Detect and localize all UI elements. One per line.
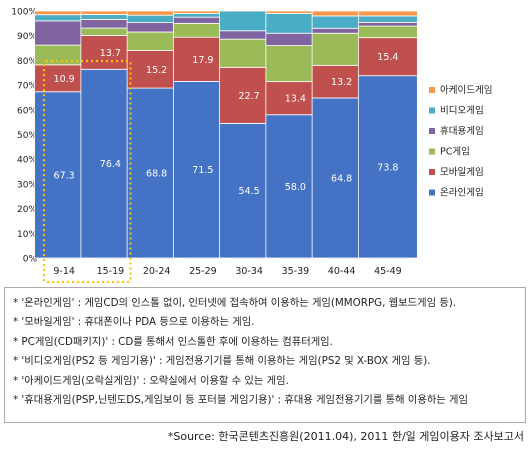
x-tick-label: 40-44 (328, 266, 356, 277)
y-tick-label: 0% (23, 255, 38, 265)
y-tick-label: 60% (17, 106, 37, 116)
legend-swatch (429, 87, 435, 93)
legend-label: 휴대용게임 (440, 125, 484, 137)
definitions-box: * '온라인게임' : 게임CD의 인스톨 없이, 인터넷에 접속하여 이용하는… (4, 287, 526, 423)
x-tick-label: 30-34 (235, 266, 263, 277)
data-label: 13.7 (100, 48, 121, 59)
data-label: 58.0 (285, 182, 306, 193)
y-axis-tick-labels: 0% 10% 20% 30% 40% 50% 60% 70% 80% 90% 100% (11, 8, 37, 265)
source-note: *Source: 한국콘텐츠진흥원(2011.04), 2011 한/일 게임이… (167, 430, 524, 443)
highlight-box (42, 59, 132, 284)
data-label: 13.4 (285, 94, 306, 105)
note-mobile-game: * '모바일게임' : 휴대폰이나 PDA 등으로 이용하는 게임. (13, 316, 255, 329)
legend-label: PC게임 (440, 146, 470, 158)
y-tick-label: 40% (17, 156, 37, 166)
data-label: 13.2 (331, 77, 352, 88)
note-pc-game: * PC게임(CD패키지)' : CD를 통해서 인스톨한 후에 이용하는 컴퓨… (13, 335, 333, 348)
legend-swatch (429, 148, 435, 155)
y-tick-label: 100% (11, 8, 37, 18)
y-tick-label: 70% (17, 82, 37, 92)
y-tick-label: 30% (17, 180, 37, 190)
bar-segment (357, 10, 418, 17)
y-tick-label: 10% (17, 230, 37, 240)
x-tick-label: 9-14 (53, 266, 75, 277)
legend-label: 모바일게임 (440, 166, 484, 178)
x-tick-label: 25-29 (189, 266, 217, 277)
legend-swatch (429, 128, 435, 134)
legend-swatch (429, 169, 435, 175)
data-label: 17.9 (192, 55, 213, 66)
bar-segment (357, 37, 418, 77)
stacked-bar-chart: 0% 10% 20% 30% 40% 50% 60% 70% 80% 90% 100% 67.3 10… (11, 8, 492, 284)
legend-label: 아케이드게임 (440, 84, 492, 96)
data-label: 73.8 (377, 162, 398, 173)
legend-label: 비디오게임 (440, 105, 484, 117)
note-portable-game: * '휴대용게임(PSP,닌텐도DS,게임보이 등 포터블 게임기용)' : 휴… (13, 394, 468, 407)
x-tick-label: 15-19 (97, 266, 125, 277)
x-axis-tick-labels: 9-14 15-19 20-24 25-29 30-34 35-39 40-44 45-49 (53, 266, 401, 277)
y-tick-label: 80% (17, 57, 37, 67)
highlight-rect (42, 59, 132, 284)
y-tick-label: 90% (17, 32, 37, 42)
bar-segment (357, 25, 418, 39)
data-label: 67.3 (54, 170, 75, 181)
y-tick-label: 50% (17, 131, 37, 141)
data-label: 15.2 (146, 65, 167, 76)
data-label: 68.8 (146, 169, 167, 180)
legend-swatch (429, 107, 435, 114)
x-tick-label: 35-39 (282, 266, 310, 277)
data-label: 54.5 (239, 186, 260, 197)
bar-segment (357, 21, 418, 27)
data-label: 15.4 (377, 52, 398, 63)
bar-segment (357, 75, 418, 259)
legend-label: 온라인게임 (440, 187, 484, 199)
data-label: 71.5 (192, 165, 213, 176)
bar-series: 67.3 10.9 76.4 13.7 68.8 15.2 71.5 17.9 54.5 22.7… (34, 10, 418, 259)
note-arcade-game: * '아케이드게임(오락실게임)' : 오락실에서 이용할 수 있는 게임. (13, 374, 289, 387)
note-online-game: * '온라인게임' : 게임CD의 인스톨 없이, 인터넷에 접속하여 이용하는… (13, 297, 457, 309)
bar-segment (357, 15, 418, 23)
x-tick-label: 45-49 (374, 266, 402, 277)
data-label: 10.9 (54, 74, 75, 85)
x-tick-label: 20-24 (143, 266, 171, 277)
y-tick-label: 20% (17, 205, 37, 215)
note-video-game: * '비디오게임(PS2 등 게임기용)' : 게임전용기기를 통해 이용하는 … (13, 355, 431, 368)
data-label: 76.4 (100, 159, 121, 170)
legend-swatch (429, 189, 435, 196)
data-label: 64.8 (331, 173, 352, 184)
data-label: 22.7 (239, 91, 260, 102)
